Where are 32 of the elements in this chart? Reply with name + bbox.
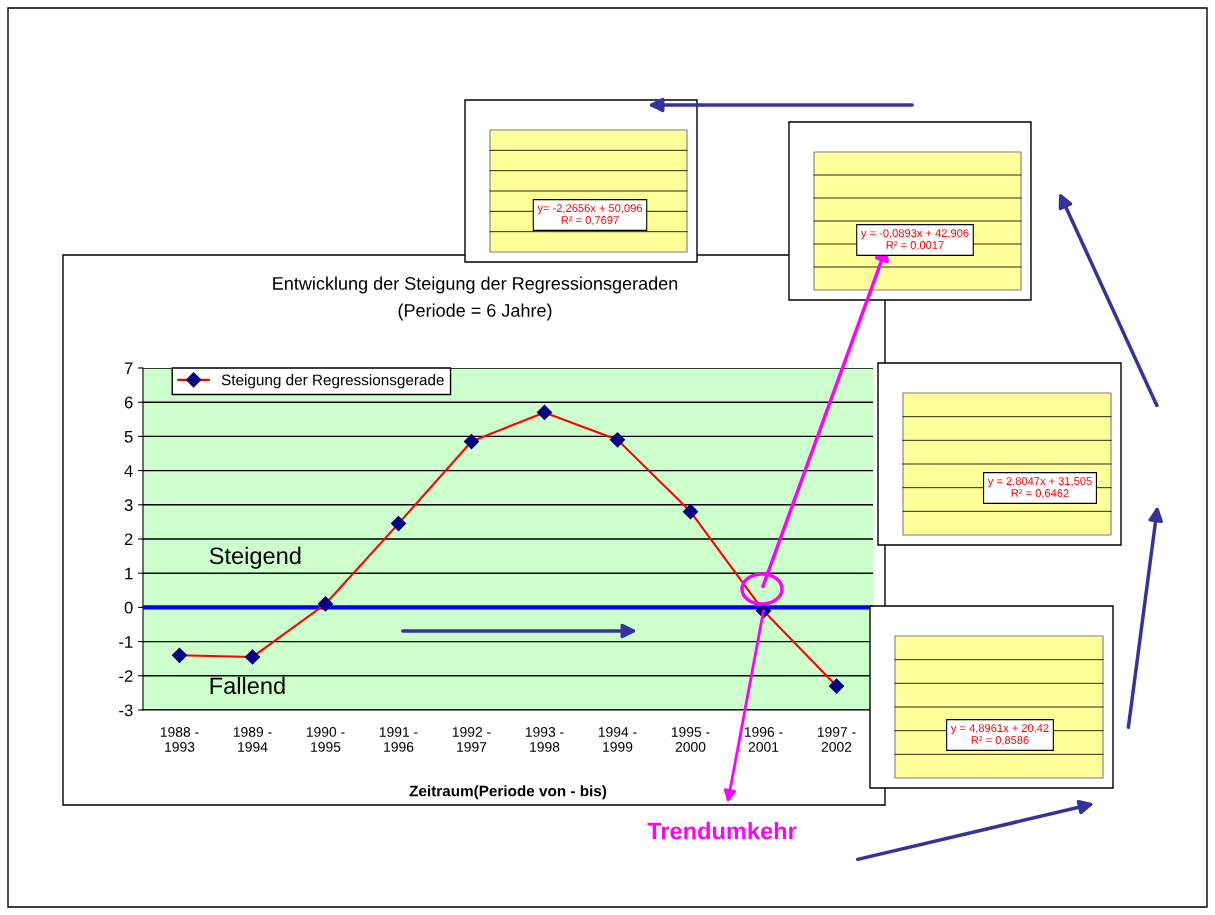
x-tick-label: 1992 - 1997 xyxy=(452,727,491,752)
text: y= -2,2656x + 50,096 R² = 0,7697 xyxy=(537,204,643,226)
x-tick-label: 1993 - 1998 xyxy=(525,727,564,752)
x-tick-label: 1988 - 1993 xyxy=(160,727,199,752)
text: y = 4,8961x + 20,42 R² = 0,8586 xyxy=(950,724,1049,746)
annotation: Trendumkehr xyxy=(647,821,797,840)
y-tick-label: 2 xyxy=(124,533,133,546)
x-tick-label: 1994 - 1999 xyxy=(598,727,637,752)
chart-subtitle: (Periode = 6 Jahre) xyxy=(398,303,552,321)
y-tick-label: -2 xyxy=(119,670,133,682)
y-tick-label: 3 xyxy=(124,499,133,511)
y-tick-label: 0 xyxy=(124,601,133,614)
annotation: Fallend xyxy=(210,676,285,695)
x-tick-label: 1990 - 1995 xyxy=(306,727,345,752)
x-tick-label: 1989 - 1994 xyxy=(233,727,272,752)
x-tick-label: 1995 - 2000 xyxy=(671,727,710,752)
y-tick-label: 4 xyxy=(124,465,133,477)
annotation: Steigend xyxy=(209,546,301,569)
y-tick-label: 6 xyxy=(124,396,133,409)
x-tick-label: 1997 - 2002 xyxy=(817,727,856,752)
y-tick-label: -3 xyxy=(119,704,133,717)
text: y = -0,0893x + 42,906 R² = 0,0017 xyxy=(860,229,969,251)
y-tick-label: 5 xyxy=(124,430,133,443)
x-axis-title: Zeitraum(Periode von - bis) xyxy=(409,785,607,800)
y-tick-label: -1 xyxy=(119,636,133,648)
x-tick-label: 1991 - 1996 xyxy=(379,727,418,752)
x-tick-label: 1996 - 2001 xyxy=(744,727,783,752)
chart-title: Entwicklung der Steigung der Regressionsgeraden xyxy=(273,276,678,294)
y-tick-label: 1 xyxy=(125,567,133,580)
text: y = 2,8047x + 31,505 R² = 0,6462 xyxy=(987,477,1092,499)
y-tick-label: 7 xyxy=(124,362,133,375)
legend-label: Steigung der Regressionsgerade xyxy=(221,374,444,389)
